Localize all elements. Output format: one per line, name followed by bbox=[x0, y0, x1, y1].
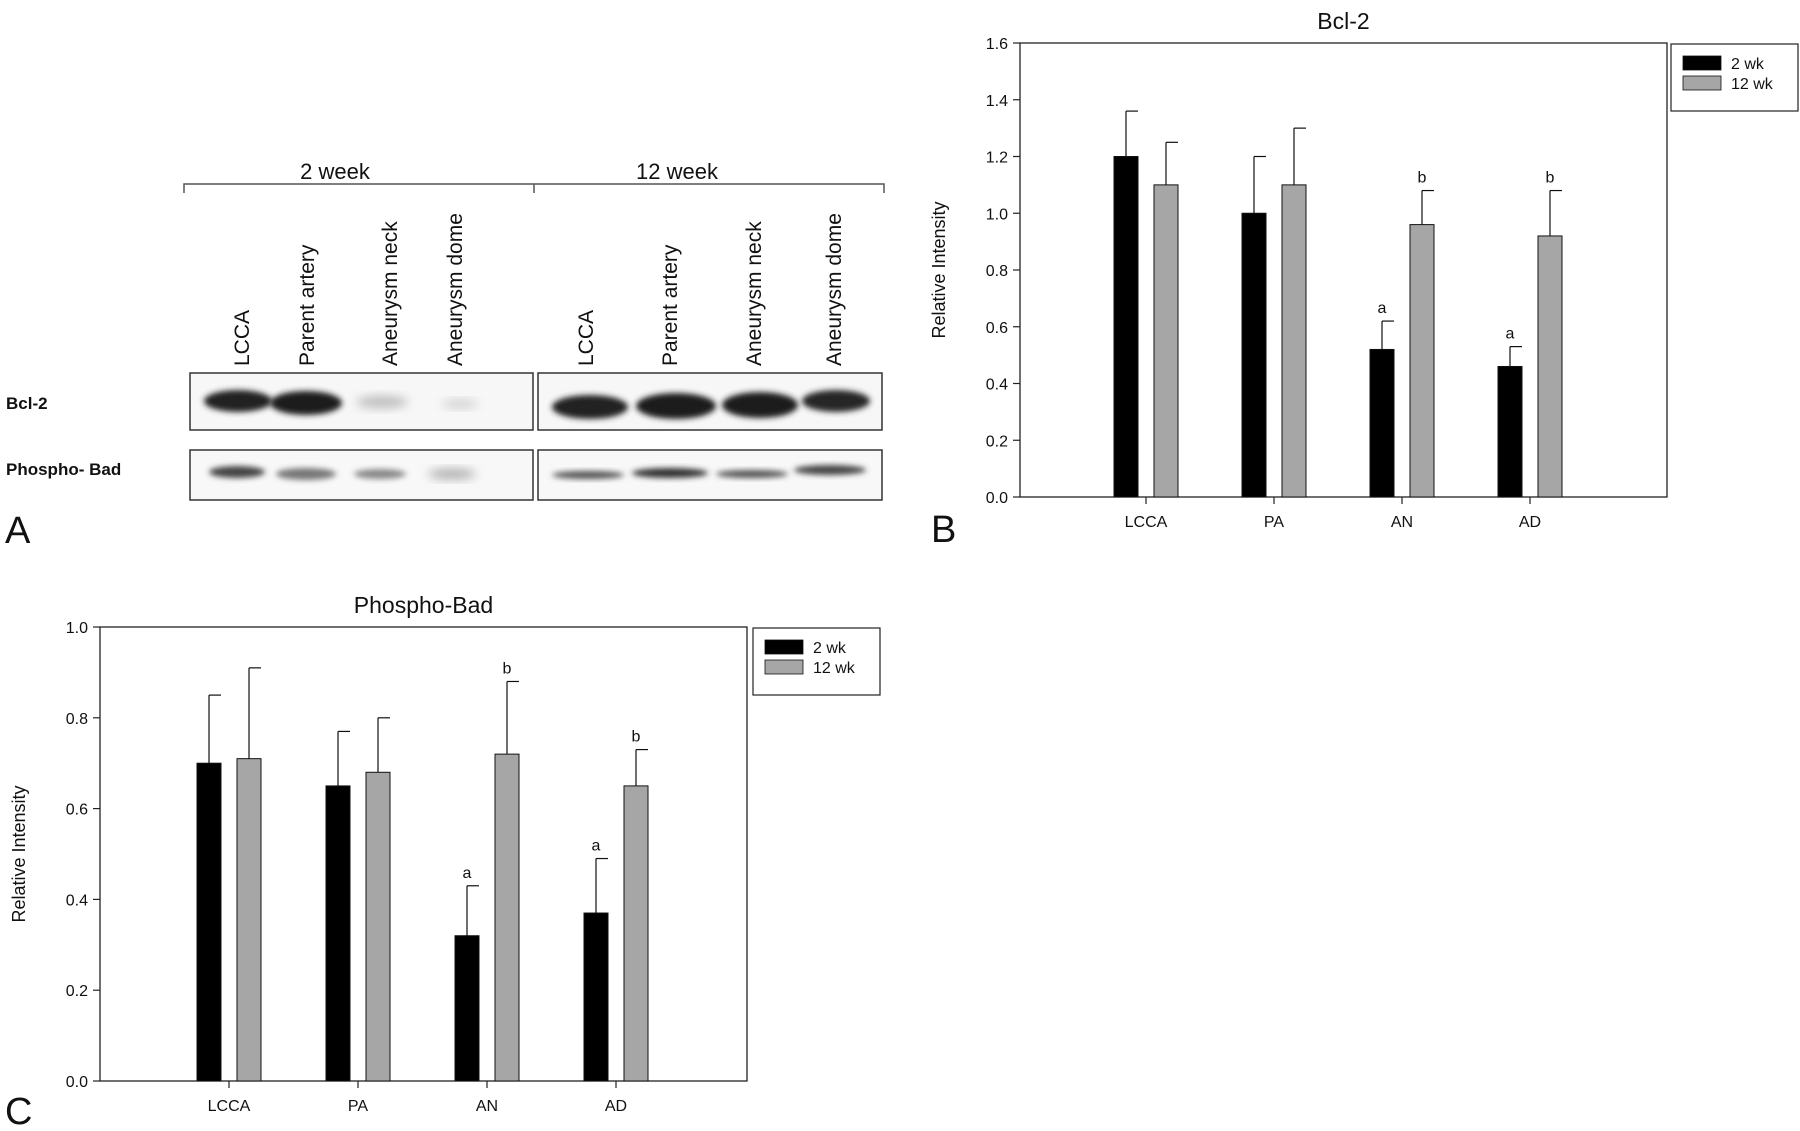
legend-label: 12 wk bbox=[1731, 76, 1774, 93]
lane-label: Aneurysm dome bbox=[444, 213, 467, 366]
blot-band bbox=[428, 469, 476, 479]
bar bbox=[1497, 365, 1523, 498]
bar bbox=[365, 771, 391, 1082]
y-axis-label: Relative Intensity bbox=[929, 201, 949, 338]
significance-label: a bbox=[592, 838, 601, 855]
legend-swatch bbox=[1682, 75, 1722, 91]
x-tick-label: PA bbox=[1264, 514, 1284, 531]
y-tick-label: 1.0 bbox=[986, 206, 1008, 223]
y-tick-label: 1.2 bbox=[986, 150, 1008, 167]
blot-band bbox=[204, 390, 272, 412]
blot-band bbox=[802, 390, 870, 412]
y-tick-label: 1.6 bbox=[986, 36, 1008, 53]
blot-band bbox=[354, 469, 406, 479]
blot-band bbox=[209, 466, 265, 478]
bar bbox=[454, 935, 480, 1082]
panel-label-c: C bbox=[5, 1091, 32, 1131]
lane-label: Aneurysm dome bbox=[823, 213, 846, 366]
significance-label: a bbox=[1506, 326, 1515, 343]
significance-label: a bbox=[463, 865, 472, 882]
bar bbox=[1241, 212, 1267, 498]
y-tick-label: 0.0 bbox=[986, 490, 1008, 507]
lane-label: Aneurysm neck bbox=[379, 221, 402, 366]
legend-label: 2 wk bbox=[813, 640, 847, 657]
y-tick-label: 0.2 bbox=[986, 433, 1008, 450]
y-tick-label: 0.8 bbox=[66, 711, 88, 728]
y-tick-label: 0.0 bbox=[66, 1074, 88, 1091]
lane-label: Parent artery bbox=[296, 244, 319, 366]
group-bracket bbox=[183, 183, 885, 193]
plot-frame bbox=[99, 626, 748, 1082]
y-tick-label: 0.6 bbox=[66, 802, 88, 819]
x-tick-label: AN bbox=[1391, 514, 1413, 531]
lane-label: Aneurysm neck bbox=[743, 221, 766, 366]
phospho-bad-chart: Phospho-Bad 0.0 0.2 0.4 0.6 0.8 1.0 Relative In… bbox=[9, 592, 881, 1115]
chart-title: Phospho-Bad bbox=[354, 592, 493, 618]
significance-label: b bbox=[503, 660, 512, 677]
bcl2-chart: Bcl-2 0.0 0.2 0.4 0.6 0.8 1.0 1.2 1.4 1.6 Relative… bbox=[929, 8, 1799, 531]
legend-label: 12 wk bbox=[813, 660, 856, 677]
blot-band bbox=[552, 395, 628, 419]
bar bbox=[1537, 235, 1563, 498]
western-blot-panel: 2 week 12 week LCCA Parent artery Aneury… bbox=[5, 159, 885, 552]
y-tick-label: 0.6 bbox=[986, 320, 1008, 337]
significance-label: b bbox=[632, 729, 641, 746]
bar bbox=[1409, 224, 1435, 498]
blot-band bbox=[636, 393, 716, 419]
blot-row-label-phospho-bad: Phospho- Bad bbox=[6, 460, 121, 479]
chart-title: Bcl-2 bbox=[1317, 8, 1369, 34]
x-tick-label: LCCA bbox=[208, 1098, 251, 1115]
significance-label: a bbox=[1378, 300, 1387, 317]
panel-label-b: B bbox=[931, 509, 956, 551]
y-axis-label: Relative Intensity bbox=[9, 785, 29, 922]
group-label-12-week: 12 week bbox=[636, 159, 719, 184]
significance-label: b bbox=[1546, 170, 1555, 187]
blot-band bbox=[716, 470, 788, 478]
blot-band bbox=[442, 400, 478, 408]
lane-label: LCCA bbox=[231, 310, 254, 366]
legend-swatch bbox=[764, 639, 804, 655]
blot-band bbox=[270, 391, 342, 415]
x-tick-label: PA bbox=[348, 1098, 368, 1115]
lane-label: Parent artery bbox=[659, 244, 682, 366]
bar bbox=[623, 785, 649, 1082]
bar bbox=[583, 912, 609, 1082]
bar bbox=[1113, 156, 1139, 498]
y-tick-label: 0.4 bbox=[66, 892, 88, 909]
bar bbox=[494, 753, 520, 1082]
y-tick-label: 0.2 bbox=[66, 983, 88, 1000]
y-tick-label: 0.8 bbox=[986, 263, 1008, 280]
blot-band bbox=[552, 471, 624, 479]
x-tick-label: AN bbox=[476, 1098, 498, 1115]
x-tick-label: AD bbox=[1519, 514, 1541, 531]
blot-band bbox=[356, 396, 408, 408]
blot-row-label-bcl2: Bcl-2 bbox=[6, 394, 48, 413]
x-tick-label: LCCA bbox=[1125, 514, 1168, 531]
bar bbox=[325, 785, 351, 1082]
group-label-2-week: 2 week bbox=[300, 159, 371, 184]
significance-label: b bbox=[1418, 170, 1427, 187]
legend-swatch bbox=[764, 659, 804, 675]
blot-band bbox=[794, 465, 866, 475]
lane-label: LCCA bbox=[575, 310, 598, 366]
bar bbox=[236, 758, 262, 1082]
blot-band bbox=[632, 468, 708, 478]
legend-label: 2 wk bbox=[1731, 56, 1765, 73]
x-tick-label: AD bbox=[605, 1098, 627, 1115]
bar bbox=[1369, 348, 1395, 498]
bar bbox=[196, 762, 222, 1082]
y-tick-label: 1.4 bbox=[986, 93, 1008, 110]
blot-band bbox=[276, 468, 336, 480]
y-tick-label: 1.0 bbox=[66, 620, 88, 637]
bar bbox=[1281, 184, 1307, 498]
y-tick-label: 0.4 bbox=[986, 377, 1008, 394]
blot-band bbox=[722, 392, 798, 418]
legend-swatch bbox=[1682, 55, 1722, 71]
bar bbox=[1153, 184, 1179, 498]
panel-label-a: A bbox=[5, 510, 31, 552]
